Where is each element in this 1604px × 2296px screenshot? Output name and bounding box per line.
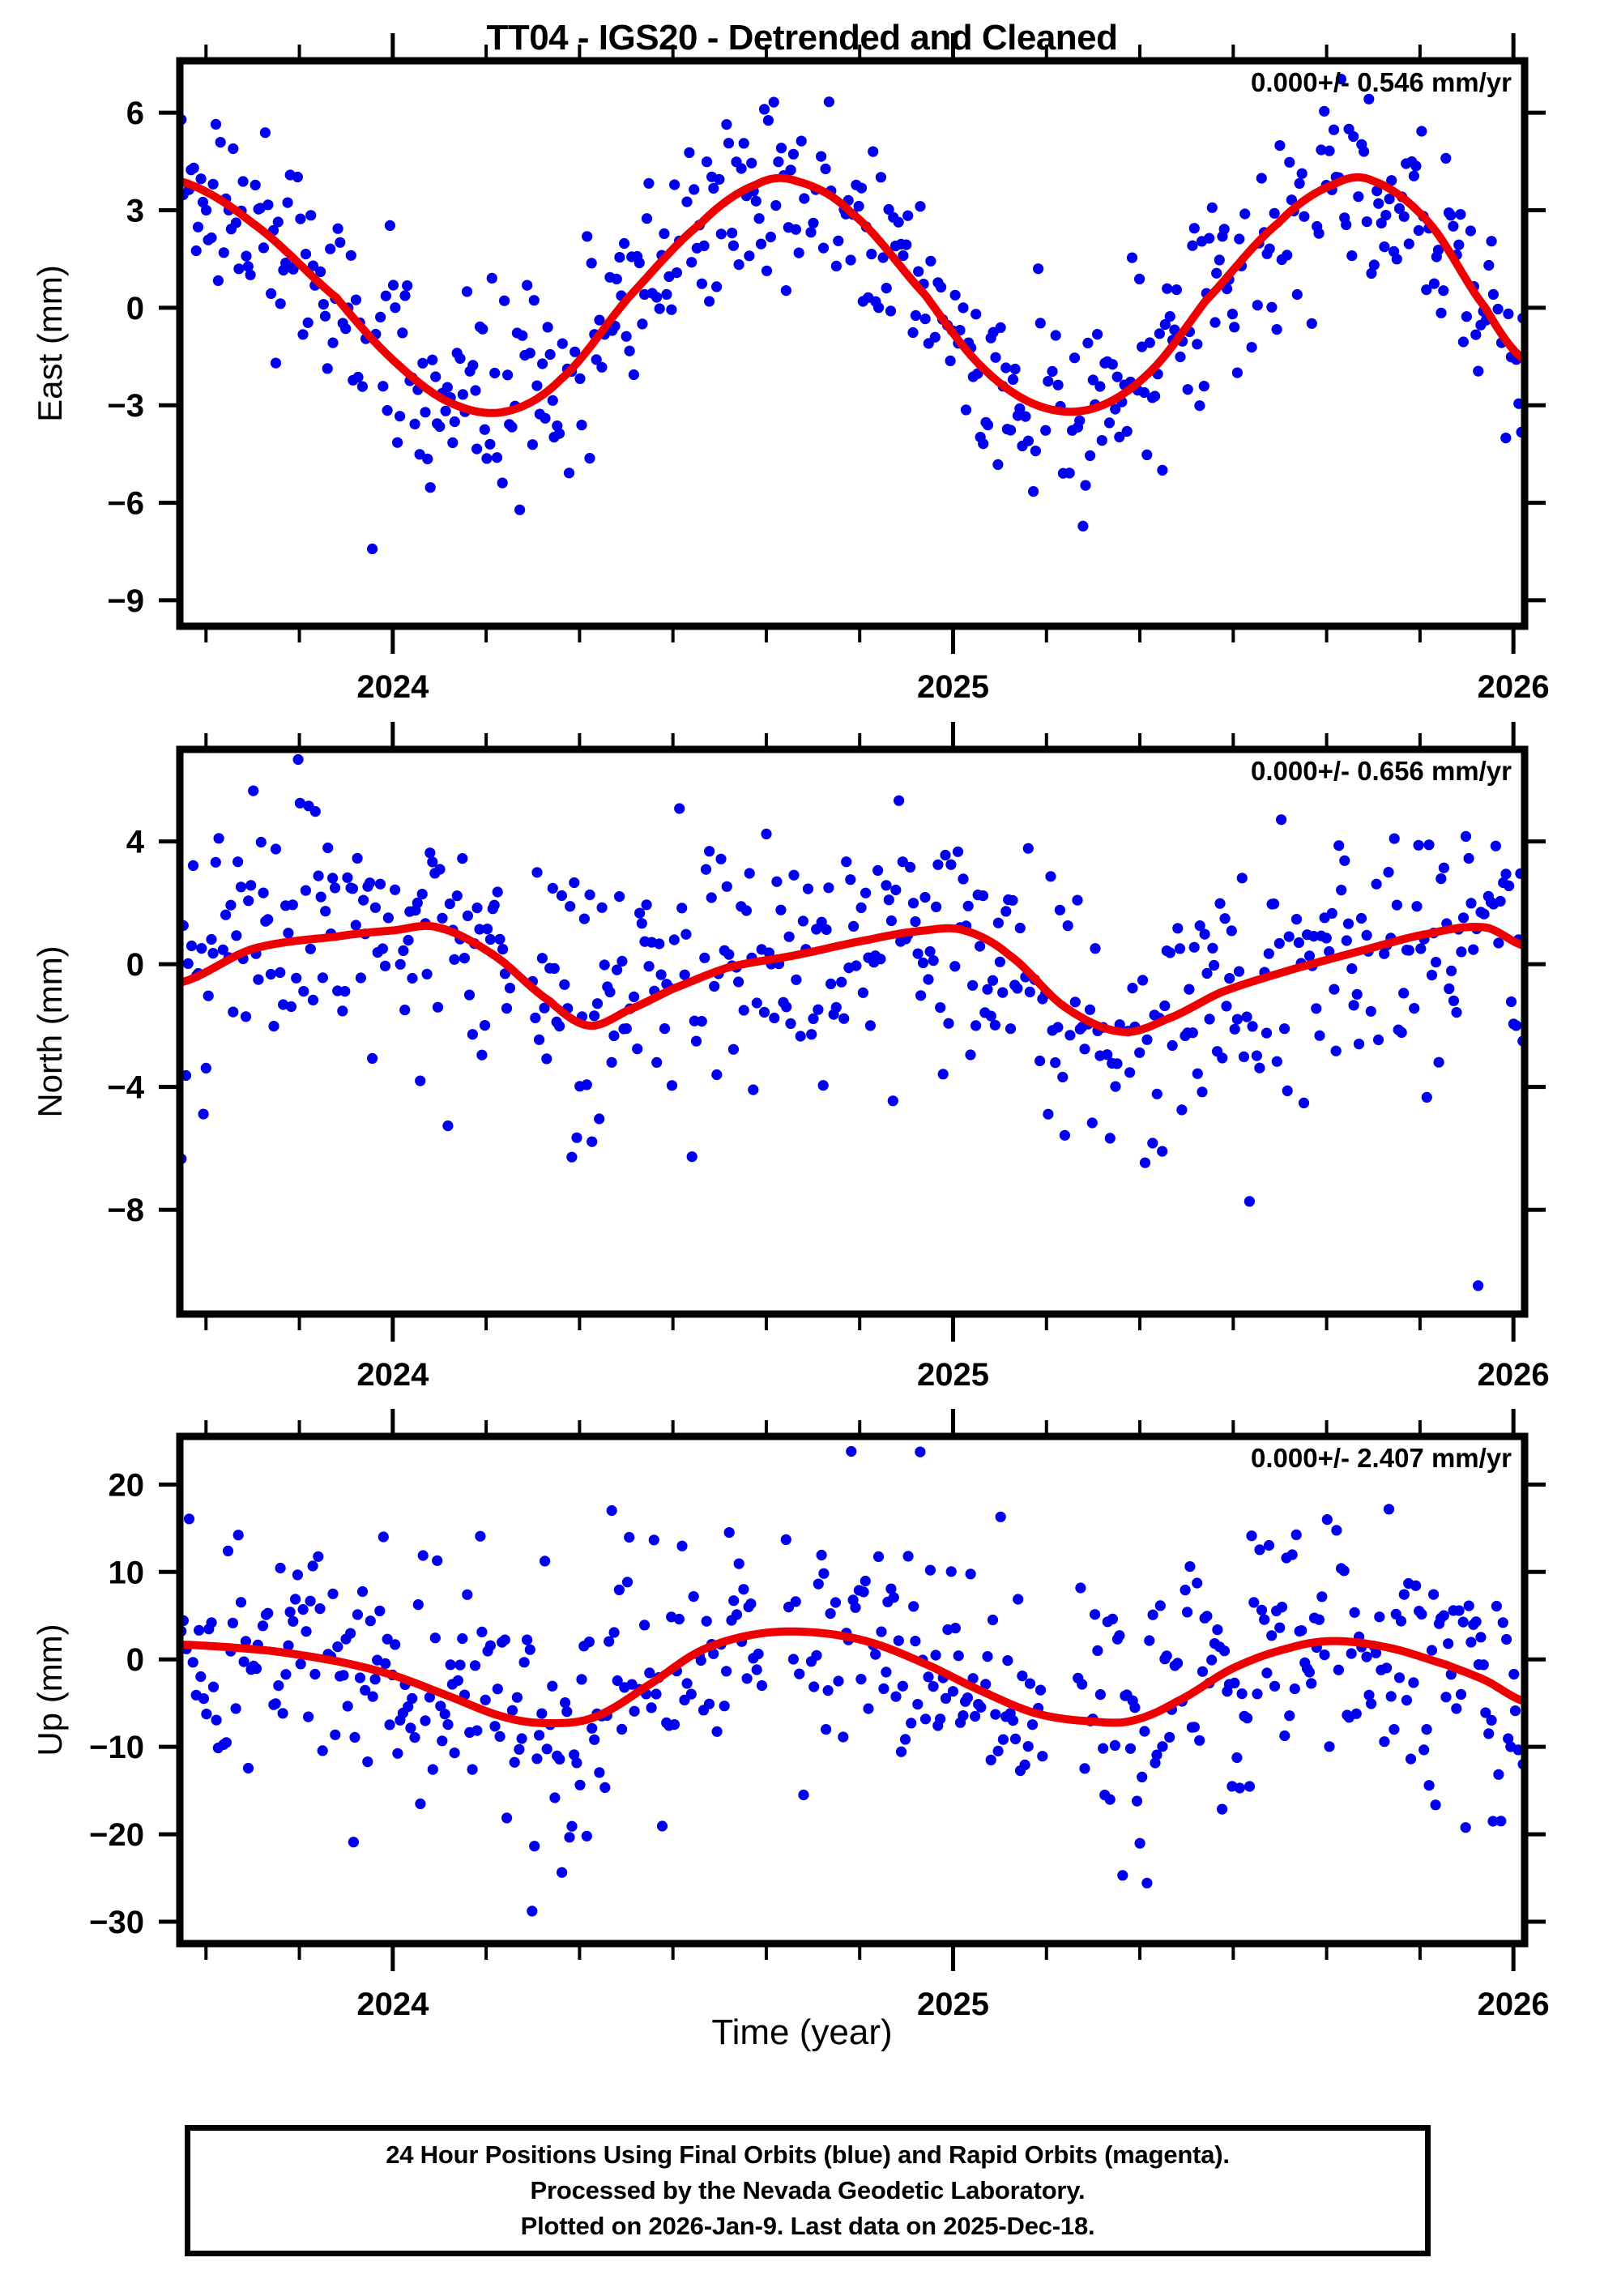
y-tick-label: 3 bbox=[126, 194, 144, 229]
y-tick-label: −4 bbox=[107, 1070, 144, 1106]
plot-east: 6 3 0 −3 −6 −9 2024 2025 2026 East (mm) 0.000+/- 0… bbox=[31, 33, 1550, 705]
y-tick-label: 0 bbox=[126, 291, 144, 326]
x-tick-label: 2026 bbox=[1478, 669, 1550, 705]
caption-line-2: Processed by the Nevada Geodetic Laborat… bbox=[530, 2176, 1086, 2204]
y-tick-label: 0 bbox=[126, 1642, 144, 1678]
caption-box: 24 Hour Positions Using Final Orbits (bl… bbox=[185, 2125, 1431, 2256]
page-title: TT04 - IGS20 - Detrended and Cleaned bbox=[486, 18, 1118, 58]
plot-north: 4 0 −4 −8 2024 2025 2026 North (mm) 0.000+/- 0.6… bbox=[31, 722, 1550, 1393]
y-axis-label: Up (mm) bbox=[31, 1624, 69, 1756]
plot-frame bbox=[176, 745, 1529, 1318]
x-tick-label: 2025 bbox=[917, 1357, 989, 1393]
y-tick-label: −20 bbox=[89, 1817, 144, 1853]
data-layer-east bbox=[180, 74, 1525, 555]
rate-annotation: 0.000+/- 0.656 mm/yr bbox=[1251, 756, 1512, 786]
y-tick-label: −8 bbox=[107, 1193, 144, 1228]
x-tick-label: 2024 bbox=[356, 1987, 429, 2022]
plot-frame bbox=[176, 57, 1529, 630]
caption-line-3: Plotted on 2026-Jan-9. Last data on 2025… bbox=[520, 2212, 1095, 2240]
data-layer-up bbox=[180, 1445, 1525, 1917]
y-tick-label: 0 bbox=[126, 947, 144, 983]
panel-up: 20 10 0 −10 −20 −30 2024 2025 2026 Up (mm) 0.000+/… bbox=[0, 1355, 1604, 2057]
y-tick-label: 10 bbox=[109, 1555, 145, 1590]
x-tick-label: 2024 bbox=[356, 1357, 429, 1393]
x-tick-label: 2026 bbox=[1478, 1357, 1550, 1393]
x-tick-label: 2024 bbox=[356, 669, 429, 705]
y-axis-label: East (mm) bbox=[31, 265, 69, 422]
y-tick-label: 6 bbox=[126, 96, 144, 131]
panel-east: 6 3 0 −3 −6 −9 2024 2025 2026 East (mm) 0.000+/- 0… bbox=[0, 0, 1604, 740]
y-tick-label: 4 bbox=[126, 825, 145, 860]
y-axis-label: North (mm) bbox=[31, 945, 69, 1117]
y-tick-label: −9 bbox=[107, 583, 144, 619]
data-layer-north bbox=[180, 753, 1525, 1291]
x-tick-label: 2025 bbox=[917, 669, 989, 705]
panel-north: 4 0 −4 −8 2024 2025 2026 North (mm) 0.000+/- 0.6… bbox=[0, 668, 1604, 1428]
x-axis-label: Time (year) bbox=[711, 2012, 893, 2052]
caption-line-1: 24 Hour Positions Using Final Orbits (bl… bbox=[386, 2140, 1230, 2169]
y-tick-label: −6 bbox=[107, 486, 144, 522]
y-tick-label: −10 bbox=[89, 1730, 144, 1765]
plot-frame bbox=[176, 1432, 1529, 1948]
y-tick-label: −3 bbox=[107, 388, 144, 424]
rate-annotation: 0.000+/- 2.407 mm/yr bbox=[1251, 1443, 1512, 1473]
y-tick-label: 20 bbox=[109, 1467, 145, 1503]
rate-annotation: 0.000+/- 0.546 mm/yr bbox=[1251, 67, 1512, 97]
x-tick-label: 2025 bbox=[917, 1987, 989, 2022]
plot-up: 20 10 0 −10 −20 −30 2024 2025 2026 Up (mm) 0.000+/… bbox=[31, 1409, 1550, 2022]
y-tick-label: −30 bbox=[89, 1905, 144, 1940]
x-tick-label: 2026 bbox=[1478, 1987, 1550, 2022]
